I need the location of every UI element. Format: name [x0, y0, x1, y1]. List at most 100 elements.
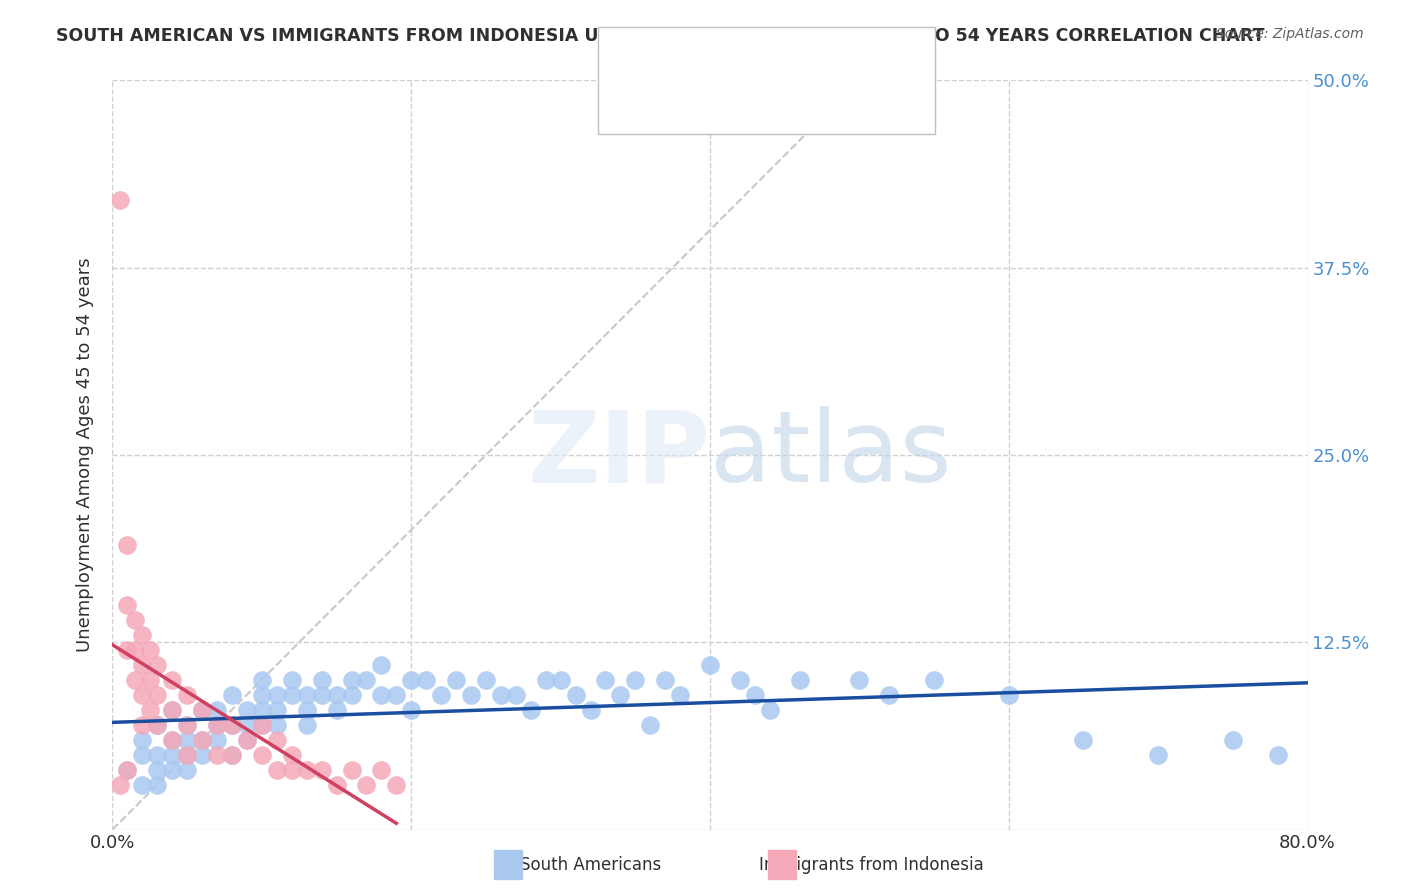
Point — [131, 717, 153, 731]
Point — [162, 703, 183, 717]
Point — [370, 763, 392, 777]
Point — [221, 688, 243, 702]
Point — [139, 703, 162, 717]
Point — [205, 703, 228, 717]
Point — [250, 747, 273, 762]
Point — [146, 778, 169, 792]
Point — [117, 763, 139, 777]
Point — [311, 688, 333, 702]
Point — [401, 703, 423, 717]
Point — [444, 673, 467, 687]
Point — [108, 778, 131, 792]
Point — [236, 732, 259, 747]
Point — [191, 732, 214, 747]
Point — [250, 673, 273, 687]
Point — [669, 688, 692, 702]
Text: N =: N = — [773, 95, 813, 112]
Point — [146, 747, 169, 762]
Point — [139, 642, 162, 657]
Point — [401, 673, 423, 687]
Text: N =: N = — [773, 46, 813, 64]
Point — [385, 688, 408, 702]
Point — [385, 778, 408, 792]
Point — [266, 703, 288, 717]
Point — [370, 657, 392, 672]
Point — [131, 657, 153, 672]
Text: R =: R = — [668, 95, 707, 112]
Point — [311, 673, 333, 687]
Point — [205, 747, 228, 762]
Point — [281, 688, 304, 702]
Point — [295, 703, 318, 717]
Point — [266, 688, 288, 702]
Point — [176, 717, 198, 731]
Point — [146, 688, 169, 702]
Point — [281, 763, 304, 777]
Point — [550, 673, 572, 687]
Point — [108, 193, 131, 207]
Point — [131, 778, 153, 792]
Text: 0.460: 0.460 — [706, 95, 762, 112]
Point — [221, 747, 243, 762]
Point — [131, 732, 153, 747]
Point — [124, 673, 146, 687]
Point — [295, 688, 318, 702]
Point — [759, 703, 782, 717]
Point — [162, 763, 183, 777]
Point — [1267, 747, 1289, 762]
Point — [221, 717, 243, 731]
Point — [295, 717, 318, 731]
Point — [191, 703, 214, 717]
Point — [1073, 732, 1095, 747]
Point — [505, 688, 527, 702]
Point — [744, 688, 766, 702]
Point — [250, 688, 273, 702]
Point — [340, 673, 363, 687]
Point — [162, 703, 183, 717]
Point — [534, 673, 557, 687]
Point — [325, 688, 347, 702]
Point — [221, 717, 243, 731]
Point — [340, 763, 363, 777]
Text: atlas: atlas — [710, 407, 952, 503]
Point — [624, 673, 647, 687]
Point — [131, 628, 153, 642]
Point — [415, 673, 437, 687]
Point — [236, 703, 259, 717]
Text: SOUTH AMERICAN VS IMMIGRANTS FROM INDONESIA UNEMPLOYMENT AMONG AGES 45 TO 54 YEA: SOUTH AMERICAN VS IMMIGRANTS FROM INDONE… — [56, 27, 1265, 45]
Point — [236, 717, 259, 731]
Point — [579, 703, 602, 717]
Point — [475, 673, 498, 687]
Point — [370, 688, 392, 702]
Point — [162, 732, 183, 747]
Point — [250, 717, 273, 731]
Point — [460, 688, 482, 702]
Point — [250, 703, 273, 717]
Point — [146, 717, 169, 731]
Point — [162, 673, 183, 687]
Point — [176, 732, 198, 747]
Point — [266, 763, 288, 777]
Point — [176, 763, 198, 777]
Point — [221, 747, 243, 762]
Point — [117, 538, 139, 552]
Point — [325, 778, 347, 792]
Point — [266, 732, 288, 747]
Point — [146, 657, 169, 672]
Point — [191, 747, 214, 762]
Point — [848, 673, 870, 687]
Point — [146, 763, 169, 777]
Point — [250, 717, 273, 731]
Point — [205, 717, 228, 731]
Point — [176, 747, 198, 762]
Point — [124, 642, 146, 657]
Point — [356, 778, 378, 792]
Y-axis label: Unemployment Among Ages 45 to 54 years: Unemployment Among Ages 45 to 54 years — [76, 258, 94, 652]
Point — [191, 703, 214, 717]
Point — [879, 688, 901, 702]
Point — [595, 673, 617, 687]
Point — [117, 642, 139, 657]
Point — [728, 673, 751, 687]
Point — [340, 688, 363, 702]
Point — [520, 703, 543, 717]
